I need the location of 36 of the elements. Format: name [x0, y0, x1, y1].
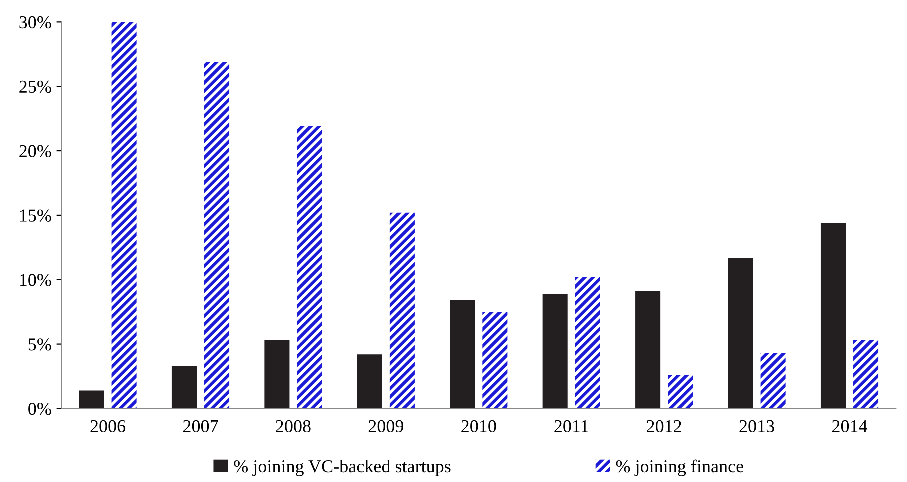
bar [482, 312, 508, 409]
bar [264, 340, 290, 409]
bar [820, 223, 846, 409]
bar [854, 340, 879, 409]
bar [390, 212, 415, 409]
x-tick-label: 2011 [554, 420, 588, 433]
x-tick-label: 2013 [740, 420, 774, 433]
bar [668, 375, 694, 409]
bar [760, 353, 786, 409]
bar [297, 126, 322, 409]
bar [172, 366, 197, 409]
y-tick-label: 0% [28, 402, 52, 416]
x-tick-label: 2007 [183, 420, 218, 433]
y-tick-label: 10% [20, 274, 52, 286]
y-tick-label: 5% [28, 338, 52, 351]
x-tick-label: 2006 [90, 420, 126, 433]
bar [542, 294, 568, 409]
y-tick-label: 15% [20, 210, 52, 222]
bar [204, 62, 230, 409]
x-tick-label: 2009 [368, 420, 404, 433]
y-tick-label: 20% [20, 145, 52, 158]
bar [575, 277, 600, 409]
legend-label: % joining finance [616, 460, 744, 476]
x-tick-label: 2012 [647, 420, 682, 433]
x-tick-label: 2008 [276, 420, 311, 433]
legend-label: % joining VC-backed startups [234, 460, 451, 476]
bar [79, 390, 104, 409]
bar [728, 258, 754, 409]
y-tick-label: 25% [20, 80, 52, 94]
bar [450, 300, 476, 409]
bar [636, 291, 661, 409]
x-tick-label: 2014 [832, 420, 868, 433]
y-tick-label: 30% [20, 16, 52, 29]
bar [357, 354, 382, 409]
bar [112, 22, 137, 409]
x-tick-label: 2010 [462, 420, 496, 433]
